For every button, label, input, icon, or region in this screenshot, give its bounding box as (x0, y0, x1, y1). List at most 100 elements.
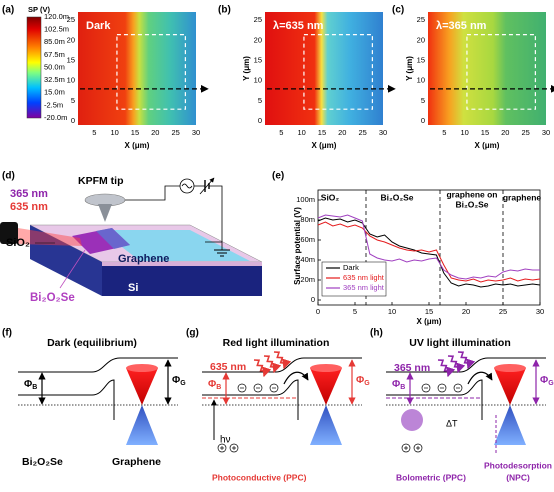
dirac-cone-top (494, 364, 526, 372)
variable-arrow (199, 177, 215, 195)
light-beam (18, 228, 82, 246)
potential-map (428, 12, 546, 125)
desorption-label: (NPC) (506, 472, 530, 482)
panel-label: (e) (272, 171, 284, 182)
graphene-sheet (100, 230, 250, 261)
dirac-cone-top (126, 364, 158, 372)
barrier-label: ΦB (208, 379, 221, 391)
x-tick-label: 25 (358, 128, 366, 137)
phi-symbol: Φ (208, 379, 216, 390)
x-axis-label: X (μm) (475, 141, 500, 150)
x-axis-label: X (μm) (312, 141, 337, 150)
x-tick-label: 20 (151, 128, 159, 137)
dirac-cone-upper (494, 368, 526, 405)
panel-label: (h) (370, 328, 383, 339)
dirac-cone-upper (126, 368, 158, 405)
colorbar-label: -2.5m (44, 100, 63, 109)
valence-band (386, 379, 483, 420)
y-tick-label: 0 (71, 116, 75, 125)
x-tick-label: 15 (425, 307, 433, 316)
phi-symbol: Φ (540, 375, 548, 386)
phi-subscript: B (400, 384, 405, 391)
mechanism-label: Photoconductive (PPC) (212, 472, 307, 482)
ac-symbol (181, 183, 193, 189)
wavelength-label: 365 nm (10, 188, 48, 200)
wavelength-label: 365 nm (394, 362, 430, 374)
phi-subscript: G (364, 380, 370, 387)
potential-map (78, 12, 196, 125)
colorbar-label: -20.0m (44, 113, 67, 122)
panel-label: (d) (2, 171, 15, 182)
dirac-cone-lower (126, 405, 158, 445)
leader-line (59, 249, 86, 289)
phi-subscript: G (180, 380, 186, 387)
colorbar-label: 67.5m (44, 50, 65, 59)
colorbar-label: 32.5m (44, 75, 65, 84)
photon-label: hν (220, 435, 231, 446)
sio2-edge (102, 262, 262, 266)
material-label: Graphene (112, 456, 161, 468)
y-tick-label: 0 (258, 116, 262, 125)
y-axis-label: Y (μm) (242, 56, 251, 81)
colorbar-label: 102.5m (44, 25, 69, 34)
phi-subscript: B (32, 384, 37, 391)
x-tick-label: 20 (338, 128, 346, 137)
y-tick-label: 5 (71, 96, 75, 105)
x-tick-label: 30 (192, 128, 200, 137)
phi-symbol: Φ (392, 379, 400, 390)
colorbar (26, 16, 42, 119)
y-tick-label: 10 (67, 76, 75, 85)
y-tick-label: 25 (417, 15, 425, 24)
light-ray (253, 359, 272, 378)
light-ray (447, 355, 466, 374)
region-label: Bi₂O₂Se (455, 199, 488, 209)
x-tick-label: 10 (460, 128, 468, 137)
hole-sign (416, 446, 420, 450)
x-tick-label: 25 (171, 128, 179, 137)
x-tick-label: 15 (131, 128, 139, 137)
y-tick-label: 100m (296, 195, 315, 204)
series-line (317, 217, 541, 288)
region-label: SiO₂ (321, 192, 340, 202)
y-tick-label: 25 (67, 15, 75, 24)
y-axis-label: Surface potential (V) (293, 207, 302, 285)
panel-label: (f) (2, 328, 12, 339)
y-tick-label: 80m (300, 215, 315, 224)
x-tick-label: 5 (279, 128, 283, 137)
x-tick-label: 10 (297, 128, 305, 137)
tip-label: KPFM tip (78, 175, 124, 187)
region-label: graphene (503, 192, 542, 202)
x-tick-label: 30 (536, 307, 544, 316)
panel-label: (b) (218, 5, 231, 16)
x-tick-label: 30 (542, 128, 550, 137)
y-tick-label: 25 (254, 15, 262, 24)
y-tick-label: 60m (300, 235, 315, 244)
y-tick-label: 20 (417, 35, 425, 44)
hole-sign (232, 446, 236, 450)
potential-map (265, 12, 383, 125)
y-tick-label: 15 (417, 55, 425, 64)
valence-band (18, 379, 115, 420)
wire (125, 185, 180, 201)
y-tick-label: 5 (258, 96, 262, 105)
scan-box (466, 33, 536, 110)
map-title: Dark (86, 20, 111, 32)
phi-subscript: G (548, 380, 554, 387)
panel-label: (c) (392, 5, 404, 16)
conduction-band (18, 357, 178, 373)
legend-label: 365 nm light (343, 283, 385, 292)
y-tick-label: 10 (254, 76, 262, 85)
x-tick-label: 0 (316, 307, 320, 316)
delta-t-label: ΔT (446, 418, 458, 428)
flake-overlap (96, 228, 130, 249)
y-tick-label: 20 (254, 35, 262, 44)
x-axis-label: X (μm) (417, 317, 442, 326)
transfer-arrow (283, 371, 309, 385)
x-axis-label: X (μm) (125, 141, 150, 150)
x-tick-label: 10 (110, 128, 118, 137)
wavelength-label: 635 nm (10, 201, 48, 213)
colorbar-label: 15.0m (44, 88, 65, 97)
dirac-cone-upper (310, 368, 342, 405)
dirac-cone-lower (310, 405, 342, 445)
hole-sign (220, 446, 224, 450)
